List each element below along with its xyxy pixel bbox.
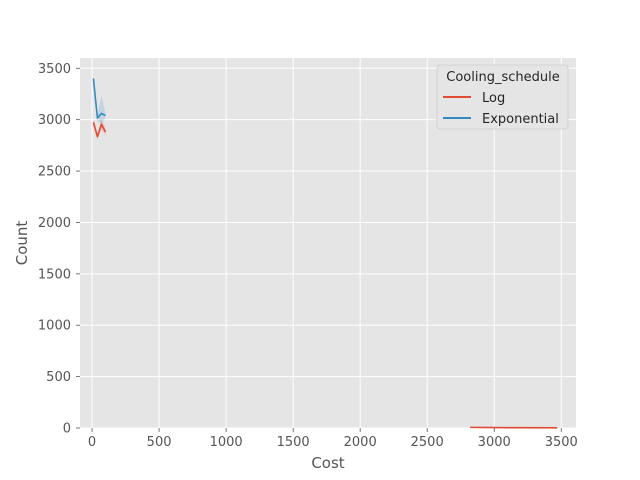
x-axis-label: Cost (311, 454, 344, 472)
y-tick-label: 3000 (38, 113, 71, 128)
legend-label-exponential: Exponential (482, 112, 559, 127)
x-tick-label: 3500 (545, 435, 578, 450)
y-tick-label: 1000 (38, 319, 71, 334)
y-axis-ticks: 0 500 1000 1500 2000 2500 3000 3500 (38, 62, 80, 437)
legend: Cooling_schedule Log Exponential (436, 64, 569, 130)
x-tick-label: 0 (88, 435, 96, 450)
legend-title: Cooling_schedule (446, 70, 559, 85)
series-lines (92, 78, 558, 429)
x-tick-label: 2000 (344, 435, 377, 450)
y-tick-label: 500 (46, 370, 71, 385)
y-tick-label: 2000 (38, 216, 71, 231)
y-tick-label: 3500 (38, 62, 71, 77)
series-line (92, 78, 106, 119)
x-tick-label: 1500 (277, 435, 310, 450)
x-tick-label: 1000 (210, 435, 243, 450)
x-tick-label: 500 (147, 435, 172, 450)
y-tick-label: 0 (63, 422, 71, 437)
series-line (92, 122, 107, 138)
legend-box (436, 64, 569, 130)
x-tick-label: 2500 (411, 435, 444, 450)
y-tick-label: 1500 (38, 267, 71, 282)
y-axis-label: Count (13, 221, 31, 266)
y-tick-label: 2500 (38, 165, 71, 180)
x-axis-ticks: 0 500 1000 1500 2000 2500 3000 3500 (88, 428, 578, 450)
legend-label-log: Log (482, 91, 505, 106)
x-tick-label: 3000 (478, 435, 511, 450)
confidence-band (93, 76, 106, 124)
